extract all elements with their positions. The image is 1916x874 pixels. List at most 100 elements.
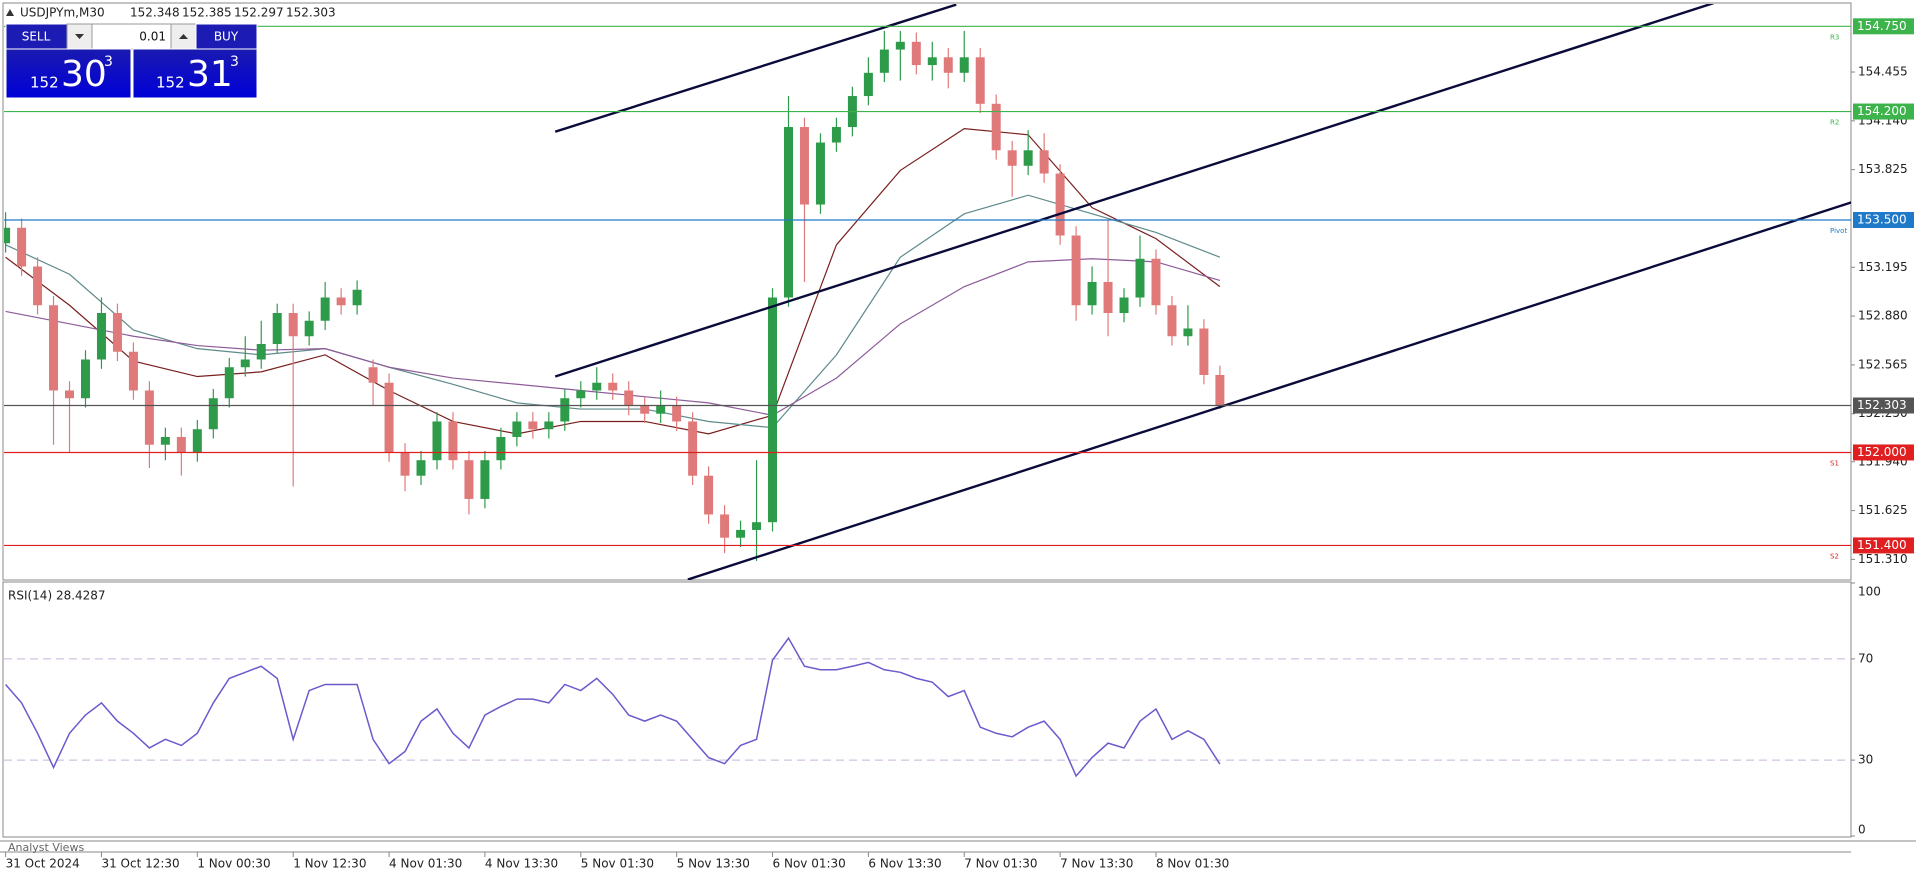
header-ohlc-value: 152.297 bbox=[234, 6, 284, 20]
y-tick-label: 152.565 bbox=[1858, 357, 1908, 371]
y-tick-label: 151.625 bbox=[1858, 503, 1908, 517]
x-tick-label: 31 Oct 2024 bbox=[6, 857, 80, 871]
trendline bbox=[554, 4, 1714, 378]
candle-body bbox=[512, 421, 522, 437]
level-name: R3 bbox=[1830, 33, 1839, 41]
buy-button[interactable] bbox=[195, 23, 258, 50]
candle-body bbox=[304, 320, 314, 337]
candle-body bbox=[927, 57, 937, 66]
candle-body bbox=[656, 405, 666, 414]
rsi-line bbox=[5, 636, 1221, 778]
sell-price-box[interactable] bbox=[5, 48, 132, 99]
candle-body bbox=[96, 312, 106, 360]
candle-body bbox=[831, 127, 841, 143]
buy-label[interactable]: BUY bbox=[214, 30, 239, 44]
sell-price-point: 3 bbox=[104, 54, 113, 70]
buy-price-pips: 31 bbox=[187, 54, 233, 95]
candle-body bbox=[608, 382, 618, 391]
rsi-panel-frame bbox=[2, 581, 1852, 838]
x-tick-label: 1 Nov 00:30 bbox=[197, 857, 270, 871]
candle-body bbox=[688, 421, 698, 476]
x-tick-label: 31 Oct 12:30 bbox=[101, 857, 179, 871]
level-label: 152.000 bbox=[1857, 445, 1907, 459]
level-name: S1 bbox=[1830, 459, 1839, 467]
y-tick-label: 153.825 bbox=[1858, 162, 1908, 176]
candle-body bbox=[480, 460, 490, 499]
candle-body bbox=[704, 475, 714, 515]
y-tick-label: 151.310 bbox=[1858, 552, 1908, 566]
candle-body bbox=[192, 429, 202, 453]
candle-body bbox=[160, 436, 170, 445]
header-ohlc-value: 152.303 bbox=[286, 6, 336, 20]
candle-body bbox=[943, 57, 953, 73]
candle-body bbox=[112, 312, 122, 352]
candle-body bbox=[1167, 305, 1177, 337]
level-label-box bbox=[1853, 537, 1914, 554]
sell-price-pips: 30 bbox=[61, 54, 107, 95]
candle-body bbox=[560, 398, 570, 422]
level-label-box bbox=[1853, 444, 1914, 461]
candle-body bbox=[1023, 150, 1033, 166]
lot-value[interactable]: 0.01 bbox=[139, 30, 166, 44]
analyst-views-tab[interactable]: Analyst Views bbox=[8, 841, 84, 854]
header-ohlc-value: 152.385 bbox=[182, 6, 232, 20]
candle-body bbox=[1199, 328, 1209, 375]
candle-body bbox=[464, 460, 474, 499]
symbol: USDJPYm,M30 bbox=[20, 6, 105, 20]
level-label-box bbox=[1853, 212, 1914, 229]
candle-body bbox=[240, 359, 250, 368]
candle-body bbox=[991, 103, 1001, 151]
y-tick-label: 100 bbox=[1858, 585, 1881, 599]
level-label: 153.500 bbox=[1857, 213, 1907, 227]
candle-body bbox=[672, 405, 682, 422]
level-label: 154.200 bbox=[1857, 104, 1907, 118]
lot-down-arrow bbox=[75, 34, 84, 39]
candle-body bbox=[799, 127, 809, 205]
candle-body bbox=[176, 436, 186, 453]
sell-label[interactable]: SELL bbox=[22, 30, 51, 44]
candle-body bbox=[752, 522, 762, 530]
candle-body bbox=[736, 529, 746, 538]
level-label: 152.303 bbox=[1857, 398, 1907, 412]
buy-price-box[interactable] bbox=[132, 48, 258, 99]
trendline bbox=[687, 201, 1851, 580]
candle-body bbox=[1183, 328, 1193, 337]
candle-body bbox=[288, 312, 298, 337]
rsi-plot bbox=[4, 636, 1851, 778]
x-tick-label: 6 Nov 13:30 bbox=[868, 857, 941, 871]
candle-body bbox=[1087, 282, 1097, 306]
candle-body bbox=[384, 382, 394, 453]
candle-body bbox=[592, 382, 602, 391]
rsi-title: RSI(14) 28.4287 bbox=[8, 589, 106, 603]
candle-body bbox=[65, 390, 75, 399]
lot-input[interactable] bbox=[91, 23, 172, 50]
candle-body bbox=[624, 390, 634, 406]
buy-price-point: 3 bbox=[230, 54, 239, 70]
moving-average bbox=[5, 127, 1221, 435]
candle-body bbox=[400, 452, 410, 476]
candle-body bbox=[1151, 258, 1161, 306]
candle-body bbox=[17, 227, 27, 267]
level-label-box bbox=[1853, 103, 1914, 120]
candle-body bbox=[80, 359, 90, 399]
candle-body bbox=[1215, 374, 1225, 406]
candle-body bbox=[959, 57, 969, 73]
x-tick-label: 5 Nov 01:30 bbox=[581, 857, 654, 871]
trade-panel: SELL 0.01 BUY 152 30 3 152 31 3 bbox=[5, 23, 258, 99]
x-tick-label: 7 Nov 13:30 bbox=[1060, 857, 1133, 871]
candle-body bbox=[49, 305, 59, 391]
x-tick-label: 4 Nov 01:30 bbox=[389, 857, 462, 871]
candle-body bbox=[256, 343, 266, 360]
candle-body bbox=[879, 49, 889, 73]
candle-body bbox=[783, 127, 793, 298]
x-tick-label: 8 Nov 01:30 bbox=[1156, 857, 1229, 871]
collapse-icon[interactable] bbox=[6, 9, 14, 16]
candle-body bbox=[1055, 173, 1065, 236]
candle-body bbox=[272, 312, 282, 344]
x-tick-label: 1 Nov 12:30 bbox=[293, 857, 366, 871]
candle-body bbox=[640, 405, 650, 414]
candle-body bbox=[576, 390, 586, 399]
x-tick-label: 6 Nov 01:30 bbox=[773, 857, 846, 871]
candle-body bbox=[352, 289, 362, 306]
y-tick-label: 0 bbox=[1858, 823, 1866, 837]
